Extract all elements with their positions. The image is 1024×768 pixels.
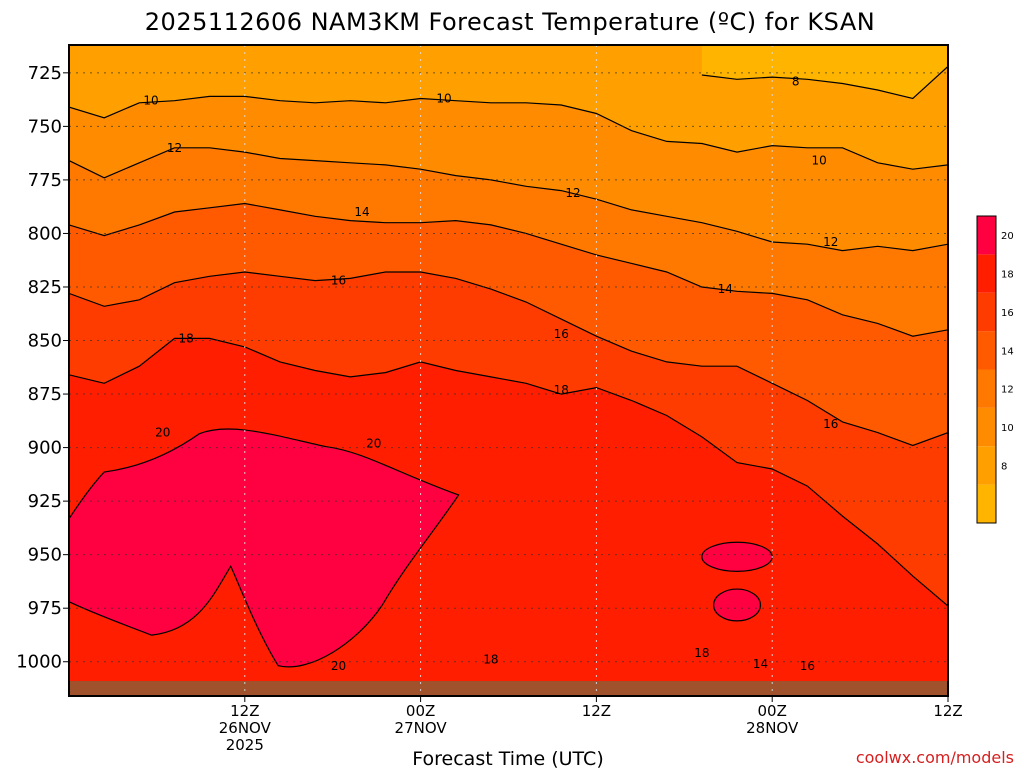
contour-label: 20 — [366, 436, 381, 450]
contour-line-14 — [69, 202, 948, 337]
plot-frame — [68, 44, 949, 697]
colorbar-segment — [977, 369, 996, 408]
ground — [69, 681, 948, 696]
y-tick-label: 850 — [28, 331, 62, 352]
y-tick-label: 775 — [28, 170, 62, 191]
warm-region-20 — [69, 428, 460, 668]
colorbar-segment — [977, 484, 996, 523]
warm-region-20 — [701, 541, 773, 572]
contour-label: 14 — [718, 282, 733, 296]
contour-label: 14 — [354, 205, 369, 219]
contour-label: 18 — [483, 653, 498, 667]
chart-title: 2025112606 NAM3KM Forecast Temperature (… — [145, 8, 875, 36]
warm-region-20 — [712, 588, 762, 622]
contour-label: 10 — [436, 92, 451, 106]
colorbar-segment — [977, 407, 996, 447]
x-tick-label: 26NOV — [219, 719, 272, 737]
x-tick-label: 2025 — [226, 736, 264, 754]
contour-line-12 — [69, 147, 948, 252]
plot-area: 10 10 8 12 12 10 14 12 16 14 18 16 18 16 20 20 18 18 20 14 1… — [16, 44, 963, 754]
contour-label: 18 — [554, 383, 569, 397]
contour-label: 14 — [753, 657, 768, 671]
colorbar-segment — [977, 331, 996, 370]
x-tick-label: 12Z — [230, 702, 259, 720]
x-tick-label: 12Z — [933, 702, 962, 720]
y-tick-label: 875 — [28, 384, 62, 405]
colorbar-tick-label: 14 — [1001, 346, 1014, 357]
y-tick-label: 975 — [28, 598, 62, 619]
y-tick-label: 750 — [28, 116, 62, 137]
y-tick-label: 800 — [28, 223, 62, 244]
y-tick-label: 925 — [28, 491, 62, 512]
credit-text: coolwx.com/models — [856, 748, 1014, 767]
contour-label: 16 — [823, 417, 838, 431]
contour-label: 18 — [179, 331, 194, 345]
contour-line-10 — [69, 95, 948, 170]
colorbar-segment — [977, 446, 996, 485]
field-layer: 10 10 8 12 12 10 14 12 16 14 18 16 18 16 20 20 18 18 20 14 1… — [69, 45, 948, 696]
contour-line-8 — [701, 65, 948, 100]
contour-label: 12 — [167, 141, 182, 155]
y-tick-label: 900 — [28, 438, 62, 459]
contour-label: 10 — [143, 94, 158, 108]
contour-label: 16 — [331, 274, 346, 288]
contour-label: 16 — [800, 659, 815, 673]
y-tick-label: 1000 — [16, 652, 62, 673]
colorbar-tick-label: 18 — [1001, 270, 1014, 281]
contour-line-18 — [69, 337, 948, 607]
colorbar-tick-label: 10 — [1001, 423, 1014, 434]
x-tick-label: 00Z — [758, 702, 787, 720]
contour-label: 8 — [792, 74, 800, 88]
contour-label: 18 — [694, 646, 709, 660]
contour-label: 20 — [331, 659, 346, 673]
y-tick-label: 825 — [28, 277, 62, 298]
x-tick-label: 00Z — [406, 702, 435, 720]
colorbar-tick-label: 20 — [1001, 231, 1014, 242]
x-tick-label: 27NOV — [395, 719, 448, 737]
colorbar-tick-label: 12 — [1001, 385, 1014, 396]
x-axis-title: Forecast Time (UTC) — [412, 748, 603, 768]
contour-line-16 — [69, 271, 948, 447]
colorbar-segment — [977, 254, 996, 293]
colorbar-segment — [977, 216, 996, 255]
x-tick-label: 12Z — [582, 702, 611, 720]
colorbar-tick-label: 16 — [1001, 308, 1014, 319]
contour-label: 12 — [823, 235, 838, 249]
y-tick-label: 725 — [28, 63, 62, 84]
contour-label: 10 — [811, 154, 826, 168]
band-below-8 — [701, 45, 948, 99]
x-tick-label: 28NOV — [746, 719, 799, 737]
colorbar-tick-label: 8 — [1001, 461, 1007, 472]
colorbar-segment — [977, 292, 996, 332]
colorbar-frame — [976, 215, 997, 524]
contour-label: 20 — [155, 426, 170, 440]
contour-label: 16 — [554, 327, 569, 341]
y-tick-label: 950 — [28, 545, 62, 566]
colorbar: 8 10 12 14 16 18 20 — [976, 215, 1014, 524]
contour-label: 12 — [565, 186, 580, 200]
